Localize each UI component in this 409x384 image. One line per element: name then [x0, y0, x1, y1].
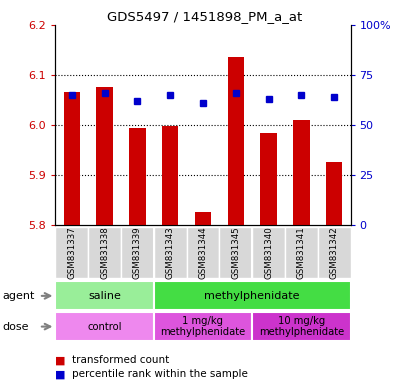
Text: percentile rank within the sample: percentile rank within the sample	[72, 369, 247, 379]
Bar	[162, 126, 178, 225]
Text: GSM831341: GSM831341	[296, 226, 305, 279]
Bar	[153, 227, 186, 278]
Bar	[121, 227, 153, 278]
Bar	[55, 312, 153, 341]
Text: GSM831338: GSM831338	[100, 226, 109, 279]
Bar	[325, 162, 342, 225]
Text: 10 mg/kg
methylphenidate: 10 mg/kg methylphenidate	[258, 316, 343, 338]
Bar	[252, 227, 284, 278]
Bar	[260, 133, 276, 225]
Bar	[129, 128, 145, 225]
Bar	[55, 281, 153, 310]
Bar	[219, 227, 252, 278]
Text: control: control	[87, 321, 121, 332]
Bar	[55, 227, 88, 278]
Text: GSM831342: GSM831342	[329, 226, 338, 279]
Text: GSM831340: GSM831340	[263, 226, 272, 279]
Text: transformed count: transformed count	[72, 355, 169, 365]
Bar	[317, 227, 350, 278]
Text: GSM831343: GSM831343	[165, 226, 174, 279]
Bar	[153, 281, 350, 310]
Text: GSM831337: GSM831337	[67, 226, 76, 279]
Bar	[88, 227, 121, 278]
Bar	[96, 87, 112, 225]
Text: GDS5497 / 1451898_PM_a_at: GDS5497 / 1451898_PM_a_at	[107, 10, 302, 23]
Bar	[63, 92, 80, 225]
Bar	[252, 312, 350, 341]
Bar	[153, 312, 252, 341]
Text: GSM831345: GSM831345	[231, 226, 240, 279]
Text: agent: agent	[2, 291, 34, 301]
Text: GSM831339: GSM831339	[133, 226, 142, 279]
Bar	[194, 212, 211, 225]
Text: GSM831344: GSM831344	[198, 226, 207, 279]
Text: ■: ■	[55, 369, 69, 379]
Bar	[186, 227, 219, 278]
Text: ■: ■	[55, 355, 69, 365]
Text: 1 mg/kg
methylphenidate: 1 mg/kg methylphenidate	[160, 316, 245, 338]
Bar	[292, 120, 309, 225]
Text: methylphenidate: methylphenidate	[204, 291, 299, 301]
Text: saline: saline	[88, 291, 121, 301]
Text: dose: dose	[2, 321, 29, 332]
Bar	[284, 227, 317, 278]
Bar	[227, 58, 243, 225]
